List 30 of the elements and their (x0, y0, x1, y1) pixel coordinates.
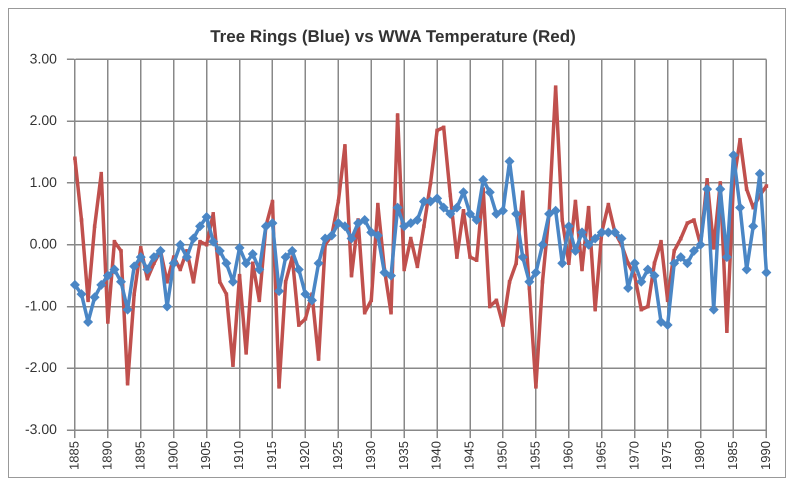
x-tick-label: 1910 (231, 441, 246, 470)
x-tick-label: 1890 (99, 441, 114, 470)
y-tick-label: -3.00 (24, 420, 58, 437)
x-tick-label: 1990 (758, 441, 773, 470)
x-tick-label: 1985 (725, 441, 740, 470)
y-tick-label: -1.00 (24, 297, 58, 314)
y-tick-label: 0.00 (30, 236, 58, 252)
x-tick-label: 1955 (527, 441, 542, 470)
x-tick-label: 1960 (560, 441, 576, 470)
x-tick-label: 1940 (428, 441, 444, 470)
x-tick-label: 1930 (362, 441, 378, 470)
x-tick-label: 1920 (296, 441, 312, 470)
x-tick-label: 1965 (593, 441, 608, 470)
x-tick-label: 1945 (462, 441, 477, 470)
x-tick-label: 1975 (659, 441, 674, 470)
x-tick-label: 1925 (330, 441, 345, 470)
y-tick-label: 3.00 (30, 50, 58, 66)
x-tick-label: 1915 (264, 441, 280, 470)
x-tick-label: 1950 (494, 441, 510, 470)
x-tick-label: 1980 (692, 441, 708, 470)
x-tick-label: 1935 (396, 441, 411, 470)
x-tick-label: 1895 (132, 441, 148, 470)
chart-title: Tree Rings (Blue) vs WWA Temperature (Red) (210, 26, 576, 46)
x-tick-label: 1905 (198, 441, 214, 470)
y-tick-label: 1.00 (30, 174, 58, 190)
y-tick-label: 2.00 (30, 112, 58, 128)
x-tick-label: 1900 (165, 441, 180, 470)
x-tick-label: 1885 (66, 441, 82, 470)
y-tick-label: -2.00 (24, 359, 58, 376)
x-tick-label: 1970 (626, 441, 642, 470)
